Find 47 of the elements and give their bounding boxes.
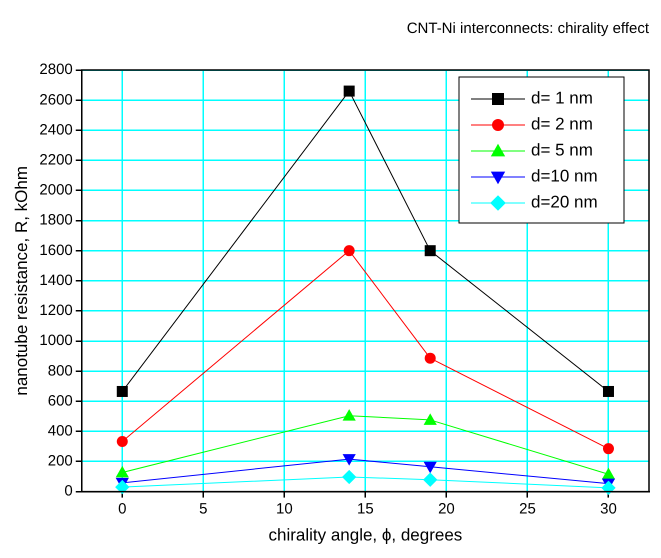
point [116,386,128,397]
y-tick-label: 0 [64,482,73,500]
y-axis-title: nanotube resistance, R, kOhm [12,166,31,396]
point [344,245,355,256]
point [116,436,128,447]
y-tick-label: 800 [48,362,73,380]
legend-label: d= 1 nm [531,88,593,108]
y-tick-label: 1800 [39,212,73,229]
point [424,462,437,474]
point [424,413,437,425]
y-tick-label: 400 [48,422,73,440]
point [342,454,356,466]
y-tick-label: 1200 [39,302,73,320]
y-tick-label: 1400 [39,272,73,289]
x-tick-label: 20 [438,500,455,518]
legend-label: d= 5 nm [531,140,593,160]
y-tick-label: 2800 [39,61,73,78]
y-tick-label: 1600 [39,242,73,259]
x-tick-label: 10 [276,500,293,518]
point [601,480,616,495]
point [602,386,614,397]
legend-label: d=10 nm [531,166,598,186]
y-tick-label: 2200 [39,151,73,168]
point [342,470,356,484]
point [423,472,438,487]
point [115,480,130,494]
x-axis-title: chirality angle, ϕ, degrees [268,525,462,544]
point [344,86,355,97]
x-tick-label: 15 [357,500,374,518]
y-tick-label: 600 [48,392,73,410]
x-tick-label: 25 [519,500,536,518]
x-tick-label: 30 [600,500,617,518]
point [424,245,436,256]
y-tick-label: 2400 [39,121,73,138]
x-tick-label: 5 [199,500,208,518]
point [342,409,356,421]
y-tick-label: 2600 [39,91,73,108]
x-tick-label: 0 [118,500,126,518]
legend-label: d=20 nm [531,192,598,212]
point [424,352,436,364]
y-tick-label: 200 [48,452,73,470]
y-tick-label: 2000 [39,182,73,199]
point [602,443,614,454]
legend-label: d= 2 nm [531,114,593,134]
point [116,466,129,478]
chart-title: CNT-Ni interconnects: chirality effect [406,20,650,38]
y-tick-label: 1000 [39,332,73,350]
